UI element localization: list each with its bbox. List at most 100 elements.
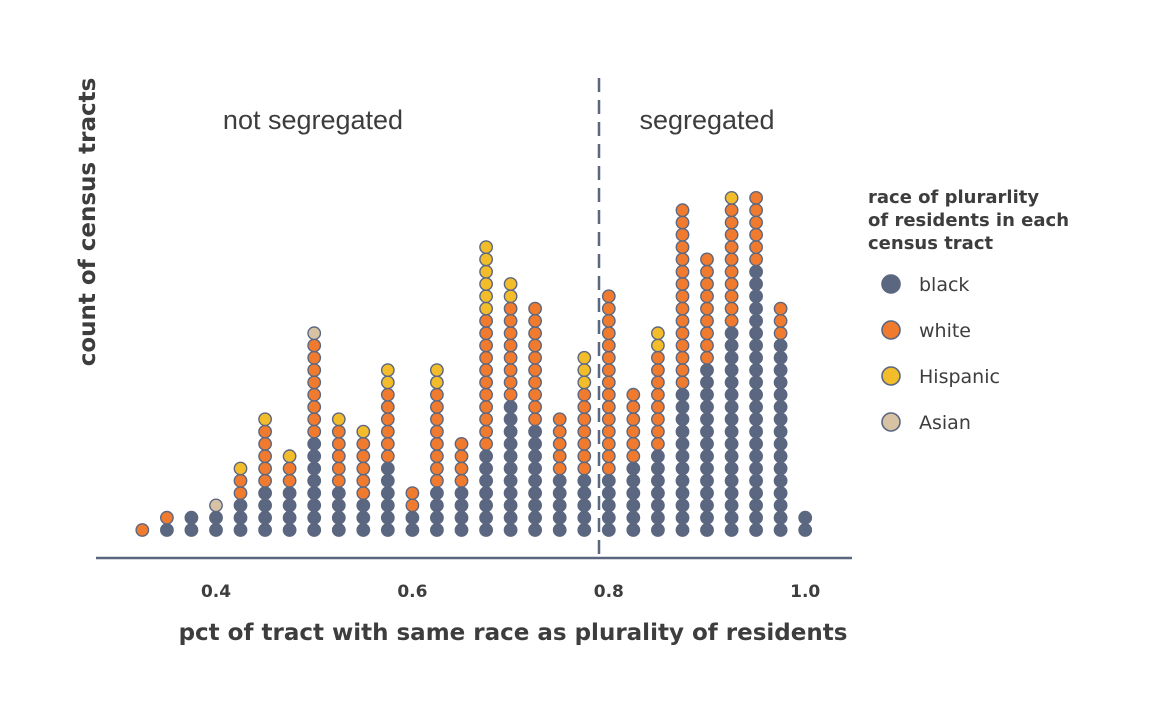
dot-hispanic: [479, 240, 493, 255]
dot-white: [577, 412, 592, 427]
dot-black: [749, 400, 763, 414]
dot-white: [626, 412, 641, 427]
dot-black: [749, 375, 763, 390]
dot-black: [503, 510, 518, 525]
dot-black: [479, 486, 493, 500]
dot-black: [773, 449, 788, 464]
dot-white: [380, 412, 395, 427]
dot-black: [700, 375, 714, 390]
dot-white: [601, 449, 616, 464]
dot-black: [282, 523, 297, 537]
dot-white: [528, 338, 542, 353]
legend-label-white: white: [919, 320, 971, 342]
dot-white: [503, 375, 518, 390]
dot-white: [356, 486, 371, 500]
dot-white: [528, 412, 542, 427]
dot-black: [773, 400, 788, 414]
dot-black: [528, 510, 542, 525]
dot-white: [380, 387, 395, 402]
dot-black: [749, 412, 763, 427]
dot-black: [724, 338, 739, 353]
dot-black: [184, 523, 199, 537]
dot-black: [651, 523, 665, 537]
dot-black: [429, 523, 444, 537]
dot-black: [503, 498, 518, 513]
dot-black: [233, 523, 248, 537]
dot-white: [552, 424, 567, 439]
dot-black: [331, 486, 346, 500]
dot-black: [380, 498, 395, 513]
dot-white: [651, 350, 665, 365]
dot-white: [429, 473, 444, 488]
dot-white: [503, 363, 518, 377]
dot-white: [724, 227, 739, 242]
dot-white: [307, 363, 322, 377]
dot-white: [601, 289, 616, 304]
dot-white: [429, 424, 444, 439]
dot-black: [798, 523, 813, 537]
dot-white: [724, 264, 739, 279]
legend-title-line: race of plurarlity: [868, 187, 1039, 208]
dot-black: [233, 498, 248, 513]
dot-black: [528, 449, 542, 464]
dot-black: [773, 461, 788, 476]
dot-black: [651, 473, 665, 488]
x-tick-label: 1.0: [790, 582, 820, 602]
dot-white: [724, 215, 739, 230]
dot-white: [626, 449, 641, 464]
dot-black: [380, 461, 395, 476]
dot-white: [601, 461, 616, 476]
dot-black: [503, 461, 518, 476]
dot-black: [331, 510, 346, 525]
dot-white: [601, 326, 616, 341]
dot-white: [331, 449, 346, 464]
dot-black: [209, 523, 223, 537]
dot-black: [675, 387, 690, 402]
dot-white: [601, 412, 616, 427]
dot-black: [282, 486, 297, 500]
dot-white: [429, 400, 444, 414]
dot-black: [356, 523, 371, 537]
dot-hispanic: [356, 424, 371, 439]
dot-black: [749, 436, 763, 451]
dot-black: [724, 473, 739, 488]
dot-black: [626, 510, 641, 525]
dot-white: [503, 326, 518, 341]
dot-white: [479, 375, 493, 390]
dot-hispanic: [331, 412, 346, 427]
dot-black: [749, 523, 763, 537]
dot-black: [724, 375, 739, 390]
dot-black: [626, 461, 641, 476]
dot-black: [601, 498, 616, 513]
dot-black: [724, 326, 739, 341]
dot-black: [356, 510, 371, 525]
dot-white: [135, 523, 150, 537]
legend-title-line: of residents in each: [868, 210, 1069, 231]
dot-black: [528, 473, 542, 488]
dot-black: [749, 338, 763, 353]
dot-black: [700, 461, 714, 476]
dot-black: [749, 277, 763, 291]
dot-white: [724, 252, 739, 267]
dot-white: [577, 449, 592, 464]
dot-black: [700, 363, 714, 377]
legend-swatch-hispanic: [881, 366, 901, 386]
dot-white: [675, 252, 690, 267]
dot-white: [258, 461, 272, 476]
dot-white: [675, 350, 690, 365]
dot-black: [307, 436, 322, 451]
dot-black: [454, 523, 469, 537]
x-tick-label: 0.8: [594, 582, 624, 602]
dot-black: [528, 424, 542, 439]
dot-white: [626, 424, 641, 439]
dot-white: [479, 387, 493, 402]
dot-white: [675, 363, 690, 377]
dot-white: [479, 436, 493, 451]
dot-white: [479, 412, 493, 427]
dot-white: [700, 326, 714, 341]
dot-black: [749, 301, 763, 316]
dot-black: [331, 498, 346, 513]
dot-black: [773, 387, 788, 402]
dot-white: [503, 301, 518, 316]
